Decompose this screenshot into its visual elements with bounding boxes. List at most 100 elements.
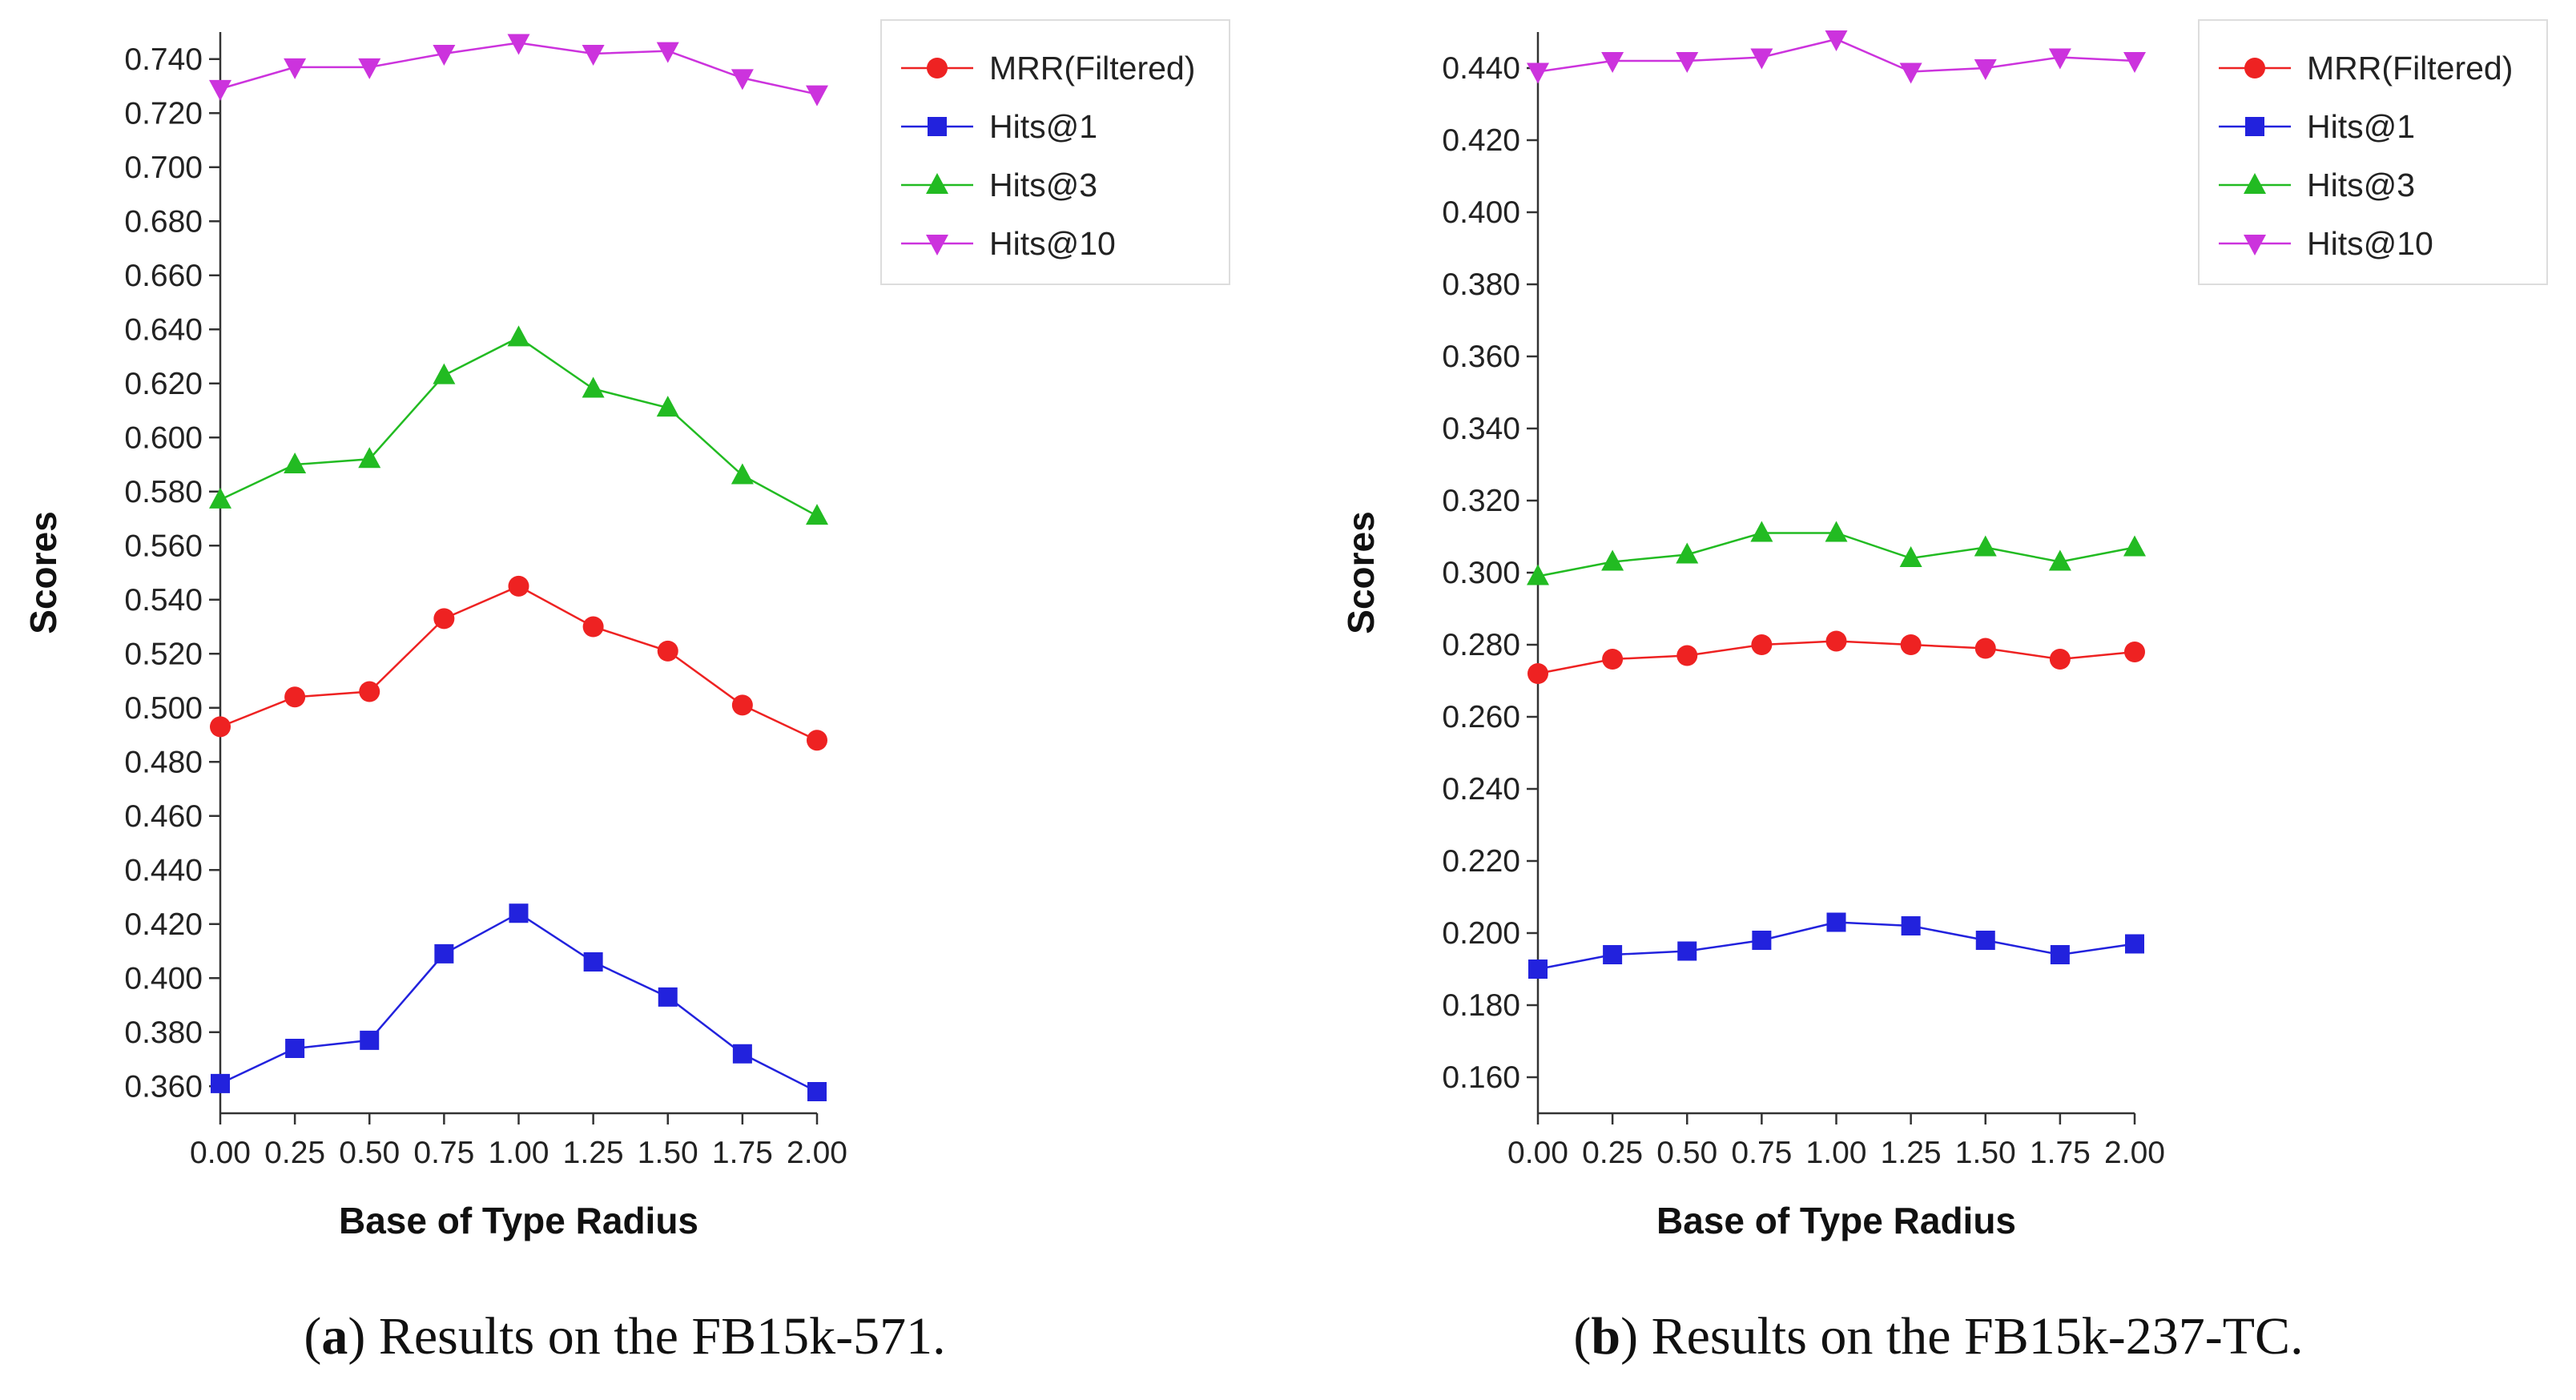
data-point-mrr-filtered <box>582 616 604 638</box>
data-point-hits-1 <box>285 1039 305 1058</box>
data-point-hits-10 <box>1527 62 1549 84</box>
y-tick-label: 0.680 <box>124 204 203 239</box>
x-tick-label: 1.00 <box>1806 1136 1867 1170</box>
y-axis-title: Scores <box>22 511 64 634</box>
y-tick-label: 0.240 <box>1442 772 1520 807</box>
data-point-mrr-filtered <box>2049 649 2071 670</box>
data-point-hits-1 <box>1826 912 1846 932</box>
data-point-mrr-filtered <box>1974 638 1996 659</box>
y-tick-label: 0.600 <box>124 420 203 455</box>
data-point-hits-10 <box>209 79 231 101</box>
data-point-hits-1 <box>1901 916 1921 935</box>
y-tick-label: 0.200 <box>1442 916 1520 951</box>
data-point-hits-3 <box>284 453 307 473</box>
y-tick-label: 0.620 <box>124 367 203 401</box>
data-point-mrr-filtered <box>2124 642 2145 662</box>
data-point-hits-1 <box>211 1073 230 1093</box>
legend-label-hits-1: Hits@1 <box>989 108 1097 145</box>
data-point-hits-3 <box>731 463 754 485</box>
legend-label-hits-1: Hits@1 <box>2307 108 2415 145</box>
y-tick-label: 0.420 <box>124 907 203 942</box>
data-point-hits-3 <box>433 363 456 384</box>
data-point-hits-3 <box>1676 542 1699 564</box>
y-tick-label: 0.260 <box>1442 700 1520 734</box>
legend-label-mrr-filtered: MRR(Filtered) <box>989 50 1195 86</box>
data-point-mrr-filtered <box>1676 645 1698 666</box>
data-point-hits-3 <box>806 504 828 525</box>
legend-marker-hits-10 <box>926 235 948 255</box>
data-point-hits-1 <box>1677 941 1697 961</box>
data-point-hits-3 <box>1974 535 1997 557</box>
figure-caption: (b) Results on the FB15k-237-TC. <box>1573 1307 2303 1366</box>
data-point-hits-10 <box>1825 30 1848 51</box>
data-point-mrr-filtered <box>359 681 380 702</box>
y-tick-label: 0.660 <box>124 259 203 293</box>
x-tick-label: 0.75 <box>1731 1136 1792 1170</box>
legend-marker-mrr-filtered <box>2244 58 2265 78</box>
y-tick-label: 0.400 <box>124 961 203 996</box>
series-line-mrr-filtered <box>219 585 818 742</box>
data-point-hits-1 <box>509 903 529 923</box>
data-point-mrr-filtered <box>210 716 231 738</box>
data-point-mrr-filtered <box>433 608 455 630</box>
data-point-hits-1 <box>2125 934 2144 954</box>
series-hits-10 <box>209 34 828 107</box>
data-point-hits-10 <box>582 45 605 66</box>
data-point-hits-10 <box>656 42 679 63</box>
y-tick-label: 0.220 <box>1442 844 1520 879</box>
data-point-hits-1 <box>1975 931 1995 950</box>
data-point-hits-3 <box>1527 564 1549 585</box>
series-hits-1 <box>1528 912 2144 979</box>
y-tick-label: 0.500 <box>124 691 203 726</box>
x-tick-label: 0.25 <box>1582 1136 1643 1170</box>
data-point-hits-10 <box>731 69 754 91</box>
series-hits-3 <box>1527 521 2146 585</box>
legend-marker-mrr-filtered <box>927 58 948 78</box>
y-tick-label: 0.360 <box>124 1069 203 1104</box>
y-tick-label: 0.740 <box>124 42 203 77</box>
data-point-hits-10 <box>2048 48 2071 70</box>
x-tick-label: 1.50 <box>638 1136 698 1170</box>
legend-marker-hits-1 <box>2245 117 2264 136</box>
data-point-hits-10 <box>1676 52 1699 73</box>
x-tick-label: 2.00 <box>2104 1136 2165 1170</box>
y-axis-title: Scores <box>1340 511 1382 634</box>
x-tick-label: 1.75 <box>712 1136 773 1170</box>
x-tick-label: 0.75 <box>413 1136 474 1170</box>
legend-marker-hits-3 <box>926 173 948 194</box>
y-tick-label: 0.340 <box>1442 412 1520 446</box>
data-point-hits-3 <box>358 447 381 469</box>
data-point-hits-3 <box>507 325 530 347</box>
data-point-hits-10 <box>1750 48 1773 70</box>
x-tick-label: 2.00 <box>787 1136 847 1170</box>
legend-label-mrr-filtered: MRR(Filtered) <box>2307 50 2513 86</box>
data-point-hits-1 <box>1603 945 1623 964</box>
data-point-hits-10 <box>2123 52 2146 73</box>
data-point-mrr-filtered <box>1751 634 1773 655</box>
data-point-hits-10 <box>433 45 456 66</box>
y-tick-label: 0.380 <box>1442 268 1520 302</box>
x-axis-title: Base of Type Radius <box>1656 1200 2016 1241</box>
data-point-hits-10 <box>507 34 530 55</box>
data-point-mrr-filtered <box>1900 634 1922 655</box>
legend: MRR(Filtered) Hits@1 Hits@3 Hits@10 <box>2198 19 2548 285</box>
x-tick-label: 0.50 <box>1656 1136 1717 1170</box>
data-point-hits-3 <box>2123 535 2146 557</box>
data-point-mrr-filtered <box>1825 630 1847 652</box>
data-point-mrr-filtered <box>284 686 306 708</box>
x-tick-label: 1.50 <box>1955 1136 2016 1170</box>
data-point-mrr-filtered <box>807 730 827 751</box>
data-point-hits-10 <box>1899 62 1922 84</box>
y-tick-label: 0.480 <box>124 745 203 779</box>
y-tick-label: 0.280 <box>1442 628 1520 662</box>
chart-panel-b: 0.160 0.180 0.200 0.220 0.240 0.260 0.280 0.300… <box>1340 19 2548 1366</box>
data-point-hits-1 <box>1528 959 1548 979</box>
data-point-hits-1 <box>434 943 454 964</box>
legend: MRR(Filtered) Hits@1 Hits@3 Hits@10 <box>880 19 1230 285</box>
y-tick-label: 0.560 <box>124 529 203 563</box>
y-tick-label: 0.520 <box>124 637 203 671</box>
x-axis-title: Base of Type Radius <box>339 1200 698 1241</box>
data-point-mrr-filtered <box>1527 663 1548 684</box>
data-point-hits-3 <box>1601 549 1624 571</box>
data-point-hits-3 <box>582 376 605 398</box>
